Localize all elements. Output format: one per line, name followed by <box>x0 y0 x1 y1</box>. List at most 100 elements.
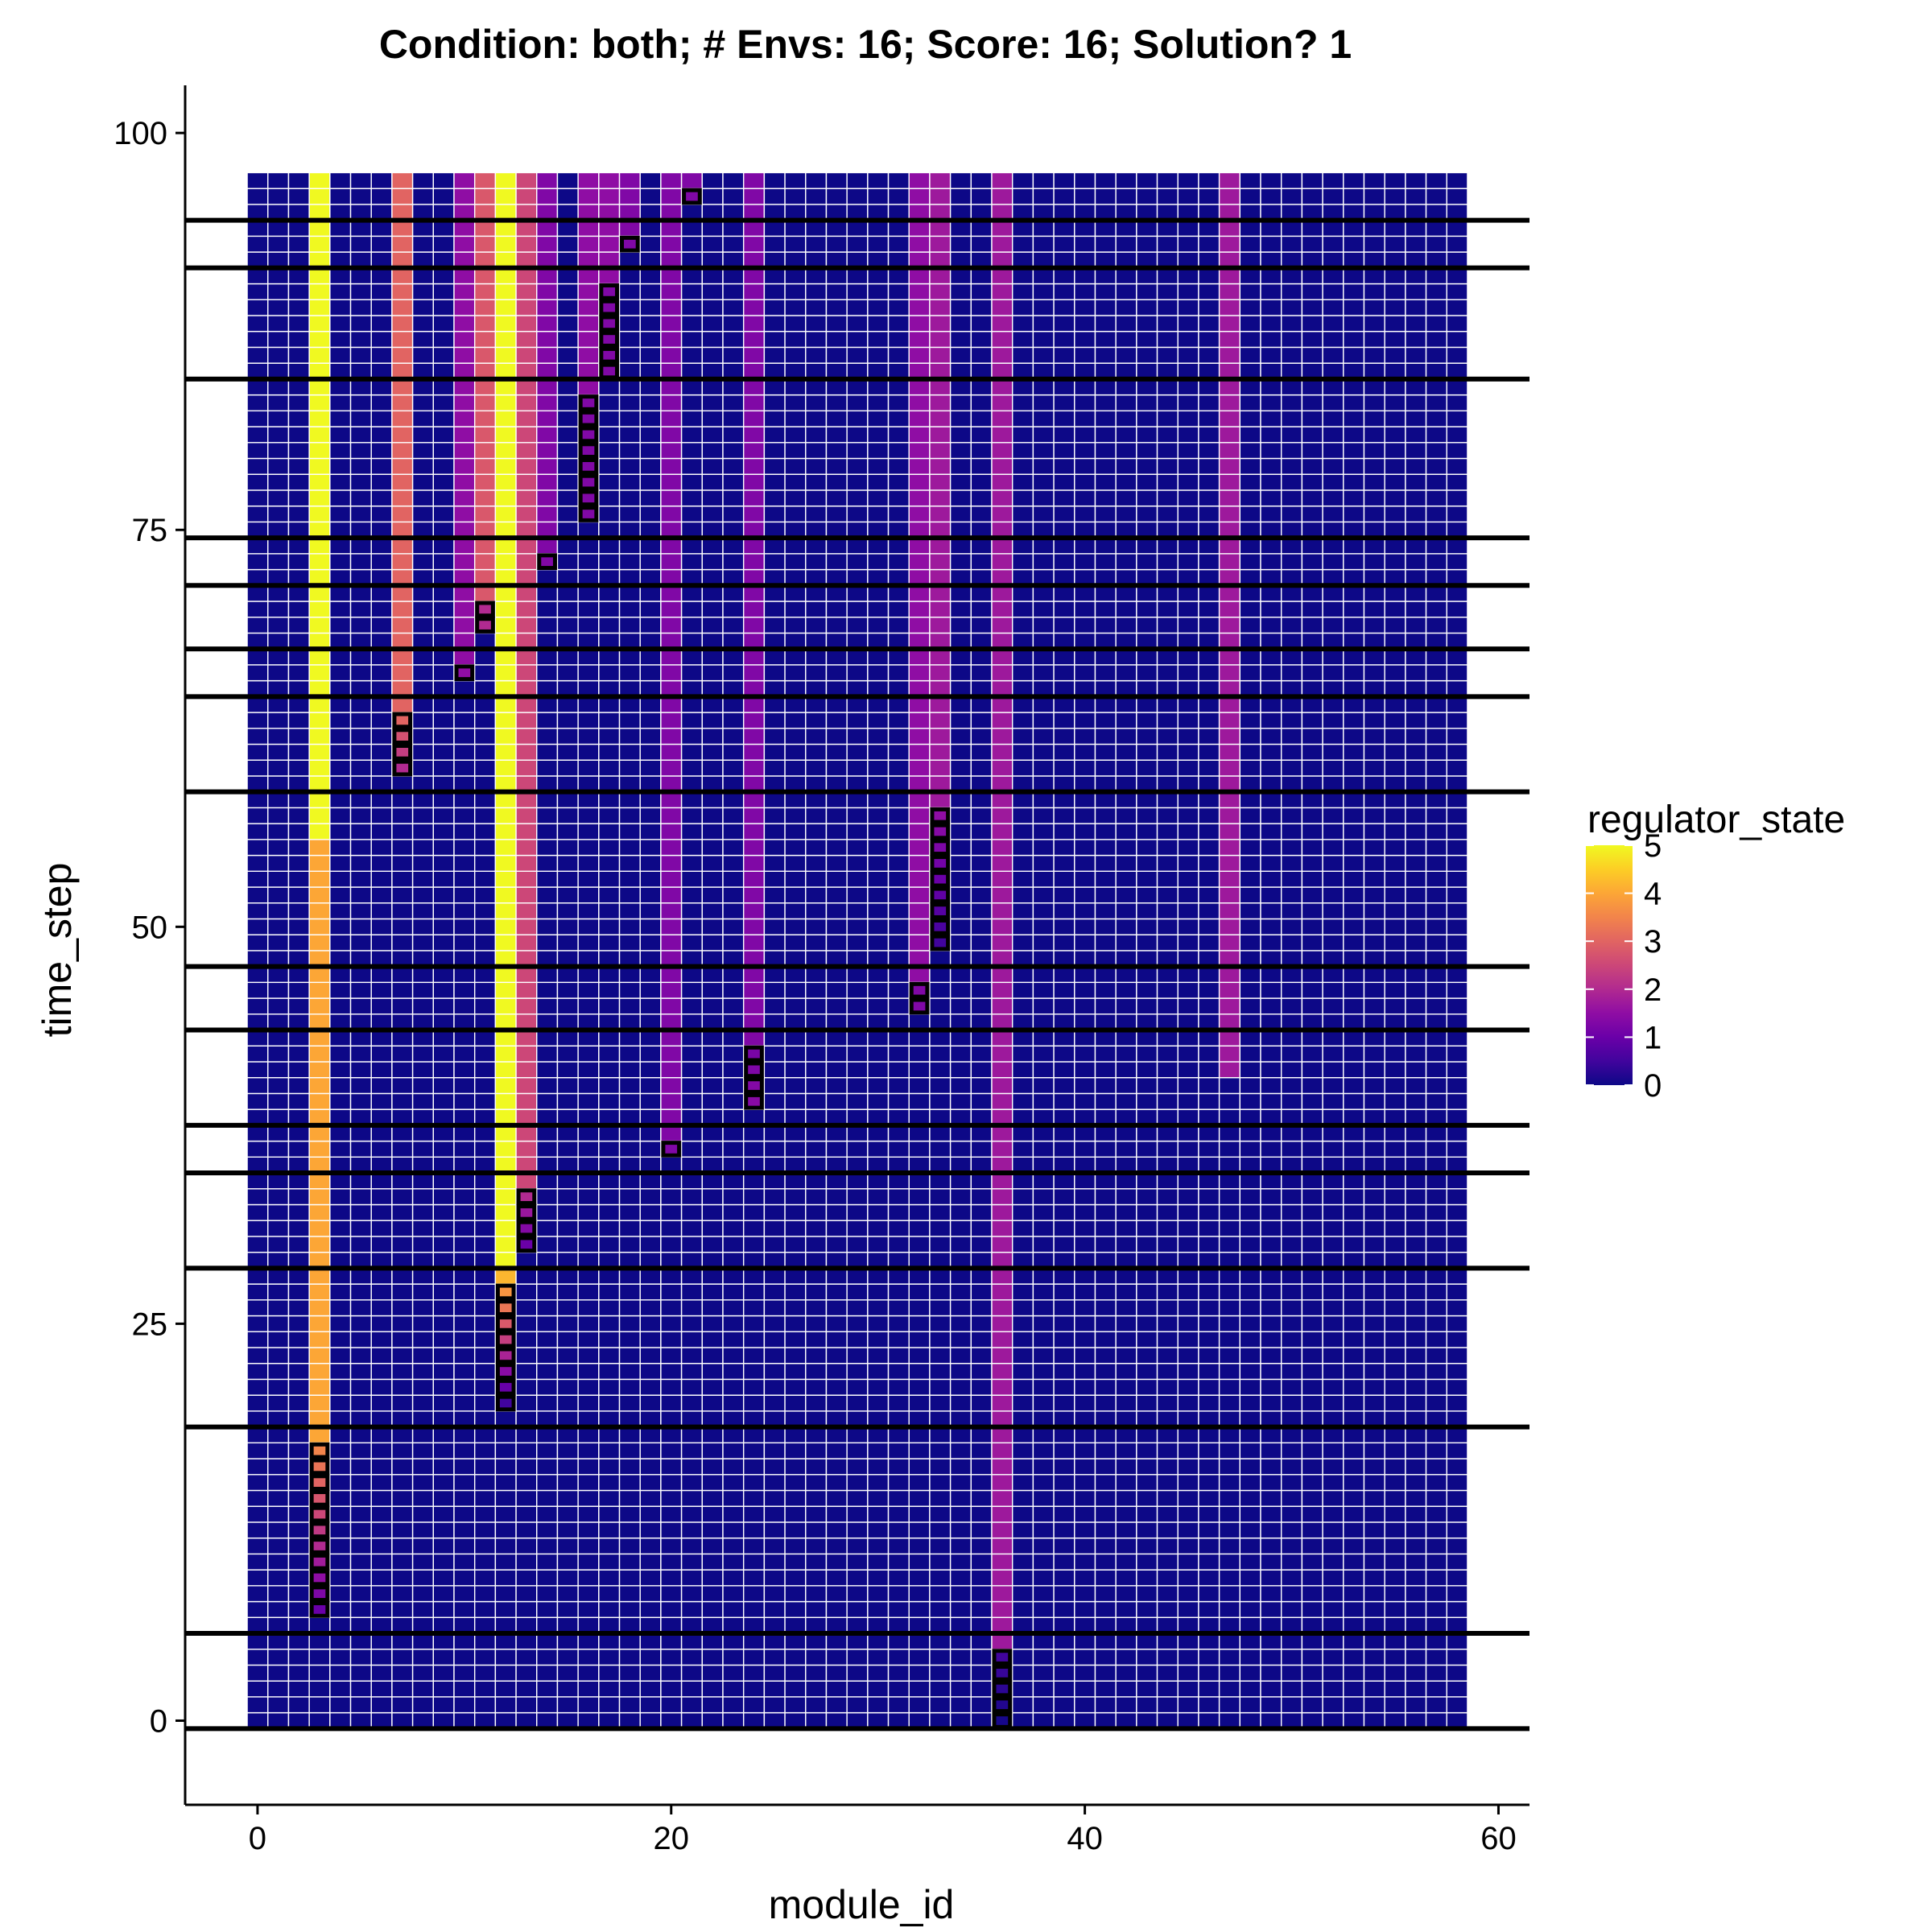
heatmap-cell <box>1198 839 1220 857</box>
heatmap-cell <box>722 981 745 999</box>
heatmap-cell <box>246 886 269 904</box>
heatmap-cell <box>432 839 455 857</box>
heatmap-cell <box>246 457 269 475</box>
heatmap-cell <box>908 1378 931 1396</box>
heatmap-cell <box>1094 1188 1117 1206</box>
heatmap-cell <box>453 1347 476 1364</box>
heatmap-cell <box>1115 1378 1137 1396</box>
heatmap-cell <box>701 426 724 444</box>
heatmap-cell <box>494 489 517 507</box>
heatmap-cell <box>1032 712 1055 729</box>
heatmap-cell <box>556 188 579 205</box>
heatmap-cell <box>639 743 662 761</box>
heatmap-cell <box>1239 1203 1261 1221</box>
heatmap-cell <box>494 1585 517 1603</box>
heatmap-cell <box>1011 1331 1034 1348</box>
heatmap-cell <box>515 870 538 888</box>
heatmap-cell <box>453 1553 476 1571</box>
heatmap-cell <box>1260 934 1282 952</box>
heatmap-cell <box>1094 1696 1117 1714</box>
heatmap-cell <box>618 759 641 777</box>
heatmap-cell <box>680 1188 704 1206</box>
heatmap-cell <box>1177 1505 1199 1523</box>
heatmap-cell <box>329 664 352 682</box>
heatmap-cell <box>1074 807 1096 824</box>
heatmap-cell <box>639 854 662 872</box>
heatmap-cell <box>701 394 724 412</box>
heatmap-cell <box>1053 1442 1075 1459</box>
heatmap-cell <box>701 1061 724 1079</box>
heatmap-cell <box>1260 1220 1282 1237</box>
heatmap-cell <box>536 934 559 952</box>
heatmap-cell <box>411 1521 435 1539</box>
heatmap-cell <box>784 553 807 571</box>
heatmap-cell <box>1239 331 1261 349</box>
heatmap-cell <box>432 283 455 300</box>
heatmap-cell <box>639 1680 662 1698</box>
heatmap-cell <box>618 1220 641 1237</box>
heatmap-cell <box>908 601 931 618</box>
heatmap-cell <box>763 1061 786 1079</box>
heatmap-cell <box>618 1680 641 1698</box>
heatmap-cell <box>287 426 310 444</box>
heatmap-cell <box>1053 283 1075 300</box>
heatmap-cell <box>370 489 393 507</box>
heatmap-cell <box>680 1569 704 1587</box>
heatmap-cell <box>536 1474 559 1492</box>
heatmap-cell <box>308 1680 331 1698</box>
heatmap-cell <box>949 1347 972 1364</box>
heatmap-cell <box>680 759 704 777</box>
heatmap-cell <box>1011 426 1034 444</box>
heatmap-cell <box>1115 1458 1137 1476</box>
heatmap-cell <box>453 759 476 777</box>
heatmap-cell <box>473 315 497 332</box>
heatmap-cell <box>1011 1347 1034 1364</box>
heatmap-cell <box>287 235 310 253</box>
heatmap-cell <box>908 235 931 253</box>
heatmap-cell <box>1094 1299 1117 1317</box>
heatmap-cell <box>825 553 848 571</box>
heatmap-cell <box>1218 1331 1241 1348</box>
heatmap-cell <box>577 1474 600 1492</box>
heatmap-cell <box>287 346 310 364</box>
heatmap-cell <box>887 823 910 840</box>
heatmap-cell <box>970 886 993 904</box>
heatmap-cell <box>1136 553 1158 571</box>
heatmap-cell <box>618 1378 641 1396</box>
heatmap-cell <box>1260 505 1282 523</box>
heatmap-cell <box>1280 457 1303 475</box>
heatmap-cell <box>349 1489 372 1507</box>
heatmap-cell <box>742 1649 766 1666</box>
heatmap-cell <box>473 1696 497 1714</box>
heatmap-cell <box>680 601 704 618</box>
heatmap-cell <box>308 1092 331 1110</box>
heatmap-cell <box>1239 1696 1261 1714</box>
heatmap-cell <box>494 870 517 888</box>
heatmap-cell <box>1177 854 1199 872</box>
heatmap-cell <box>742 902 766 920</box>
heatmap-cell <box>577 1600 600 1618</box>
heatmap-cell <box>763 283 786 300</box>
heatmap-cell <box>825 1347 848 1364</box>
heatmap-cell <box>846 283 869 300</box>
heatmap-cell <box>991 1569 1013 1587</box>
heatmap-cell <box>1239 1664 1261 1682</box>
heatmap-cell <box>1115 505 1137 523</box>
heatmap-cell <box>1074 188 1096 205</box>
heatmap-cell <box>970 1696 993 1714</box>
heatmap-cell <box>1011 1553 1034 1571</box>
heatmap-cell <box>370 505 393 523</box>
heatmap-cell <box>267 981 290 999</box>
heatmap-cell <box>784 743 807 761</box>
heatmap-cell <box>411 981 435 999</box>
heatmap-cell <box>805 505 828 523</box>
heatmap-cell <box>598 839 621 857</box>
heatmap-cell <box>1156 1696 1179 1714</box>
heatmap-cell <box>1032 870 1055 888</box>
heatmap-cell <box>639 442 662 460</box>
heatmap-cell <box>680 870 704 888</box>
heatmap-cell <box>825 171 848 189</box>
heatmap-cell <box>432 981 455 999</box>
heatmap-cell <box>618 457 641 475</box>
heatmap-cell <box>1156 235 1179 253</box>
